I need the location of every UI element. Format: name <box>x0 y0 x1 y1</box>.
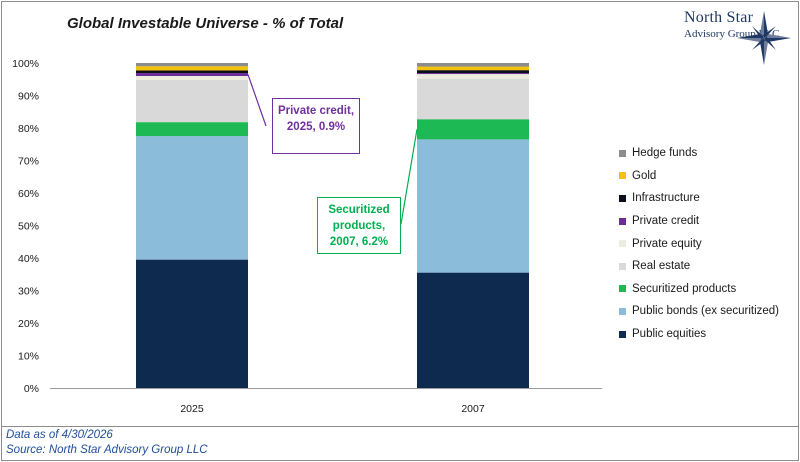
star-icon <box>737 11 791 65</box>
chart-legend: Hedge funds Gold Infrastructure Private cre… <box>619 142 779 345</box>
y-tick-label: 40% <box>18 253 39 265</box>
legend-swatch <box>619 262 626 270</box>
legend-label: Gold <box>632 169 657 182</box>
legend-swatch <box>619 194 626 202</box>
legend-item: Hedge funds <box>619 142 779 165</box>
legend-swatch <box>619 307 626 315</box>
annotation-securitized-products: Securitized products, 2007, 6.2% <box>317 197 401 254</box>
legend-item: Real estate <box>619 255 779 278</box>
bar-segment-hedge-funds-2007 <box>417 63 529 67</box>
legend-label: Public bonds (ex securitized) <box>632 305 780 318</box>
bar-segment-public-equities-2025 <box>136 259 248 388</box>
y-tick-label: 90% <box>18 91 39 103</box>
bar-segment-securitized-products-2025 <box>136 122 248 137</box>
y-tick-label: 50% <box>18 221 39 233</box>
legend-swatch <box>619 285 626 293</box>
footer: Data as of 4/30/2026 Source: North Star … <box>2 426 798 460</box>
footer-date: Data as of 4/30/2026 <box>6 429 113 441</box>
y-tick-label: 0% <box>24 383 39 395</box>
bar-segment-public-equities-2007 <box>417 272 529 388</box>
x-tick-label: 2007 <box>461 403 485 415</box>
legend-label: Hedge funds <box>632 147 698 160</box>
legend-item: Securitized products <box>619 278 779 301</box>
y-tick-label: 10% <box>18 351 39 363</box>
leader-line-securitized <box>400 129 418 225</box>
chart-title: Global Investable Universe - % of Total <box>67 15 344 32</box>
bar-segment-infrastructure-2025 <box>136 70 248 74</box>
bar-segment-infrastructure-2007 <box>417 70 529 74</box>
legend-label: Infrastructure <box>632 192 700 205</box>
legend-item: Infrastructure <box>619 187 779 210</box>
y-tick-label: 70% <box>18 156 39 168</box>
bar-segment-private-credit-2007 <box>417 73 529 75</box>
bar-segment-private-credit-2025 <box>136 73 248 76</box>
legend-swatch <box>619 172 626 180</box>
annotation-private-credit: Private credit, 2025, 0.9% <box>272 98 360 154</box>
logo-name: North Star <box>684 9 754 26</box>
leader-line-private-credit <box>247 74 267 127</box>
y-tick-label: 80% <box>18 123 39 135</box>
bar-segment-gold-2007 <box>417 66 529 71</box>
bar-segment-public-bonds-ex-securitized--2007 <box>417 139 529 273</box>
y-tick-label: 60% <box>18 188 39 200</box>
y-tick-label: 100% <box>12 58 39 70</box>
bar-segment-securitized-products-2007 <box>417 119 529 140</box>
legend-item: Private credit <box>619 210 779 233</box>
y-tick-label: 20% <box>18 318 39 330</box>
legend-label: Real estate <box>632 260 691 273</box>
bar-segment-hedge-funds-2025 <box>136 63 248 67</box>
legend-label: Public equities <box>632 328 707 341</box>
north-star-logo: North Star Advisory Group LLC <box>674 4 798 68</box>
bar-segment-private-equity-2025 <box>136 76 248 80</box>
legend-swatch <box>619 149 626 157</box>
bar-segment-gold-2025 <box>136 66 248 71</box>
legend-item: Public bonds (ex securitized) <box>619 300 779 323</box>
legend-swatch <box>619 217 626 225</box>
bar-segment-public-bonds-ex-securitized--2025 <box>136 136 248 260</box>
legend-swatch <box>619 330 626 338</box>
legend-label: Private credit <box>632 215 700 228</box>
legend-label: Securitized products <box>632 282 737 295</box>
footer-source: Source: North Star Advisory Group LLC <box>6 444 208 456</box>
legend-label: Private equity <box>632 237 702 250</box>
legend-item: Gold <box>619 165 779 188</box>
bar-segment-real-estate-2025 <box>136 79 248 123</box>
bar-segment-real-estate-2007 <box>417 78 529 120</box>
y-tick-label: 30% <box>18 286 39 298</box>
legend-item: Private equity <box>619 232 779 255</box>
legend-swatch <box>619 240 626 248</box>
legend-item: Public equities <box>619 323 779 346</box>
stacked-bar-chart: 0% 10% 20% 30% 40% 50% 60% 70% 80% 90% 100% 2025 200… <box>12 58 602 415</box>
x-tick-label: 2025 <box>180 403 204 415</box>
bar-segment-private-equity-2007 <box>417 74 529 79</box>
